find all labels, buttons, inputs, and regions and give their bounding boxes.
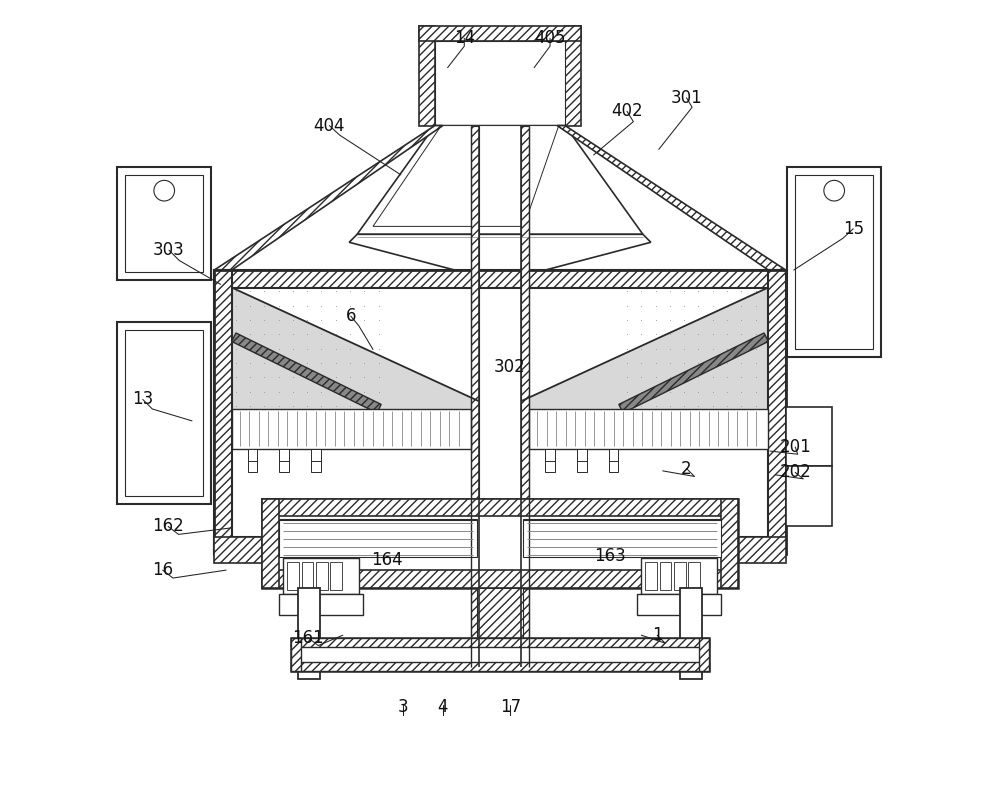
Bar	[214, 537, 786, 563]
Bar	[316, 562, 328, 590]
Bar	[311, 449, 321, 472]
Bar	[287, 562, 299, 590]
Text: 17: 17	[500, 697, 521, 716]
Bar	[609, 449, 618, 472]
Text: 13: 13	[132, 390, 153, 408]
Bar	[523, 518, 721, 556]
Bar	[786, 407, 832, 466]
Bar	[660, 562, 671, 590]
Bar	[688, 562, 700, 590]
Bar	[262, 570, 738, 587]
Bar	[787, 167, 881, 357]
Bar	[529, 409, 768, 449]
Bar	[699, 637, 709, 671]
Bar	[117, 167, 211, 279]
Polygon shape	[349, 234, 651, 282]
Bar	[291, 637, 709, 671]
Bar	[577, 449, 587, 472]
Bar	[674, 562, 686, 590]
Bar	[279, 594, 363, 615]
Bar	[125, 330, 203, 497]
Polygon shape	[373, 126, 559, 226]
Bar	[419, 26, 581, 41]
Text: 301: 301	[671, 89, 702, 107]
Bar	[279, 449, 289, 472]
Bar	[283, 558, 359, 594]
Polygon shape	[619, 333, 768, 413]
Bar	[768, 270, 786, 554]
Bar	[232, 409, 471, 449]
Bar	[477, 587, 523, 637]
Bar	[521, 126, 529, 667]
Bar	[214, 270, 232, 554]
Text: 3: 3	[398, 697, 408, 716]
Text: 202: 202	[779, 463, 811, 481]
Bar	[795, 175, 873, 349]
Bar	[262, 499, 738, 516]
Bar	[117, 322, 211, 504]
Text: 2: 2	[681, 459, 692, 478]
Bar	[298, 587, 320, 679]
Text: 404: 404	[314, 117, 345, 134]
Polygon shape	[521, 288, 768, 446]
Text: 201: 201	[779, 438, 811, 456]
Bar	[435, 41, 565, 126]
Bar	[419, 26, 435, 126]
Polygon shape	[557, 126, 786, 270]
Polygon shape	[214, 126, 443, 270]
Bar	[680, 587, 702, 679]
Text: 16: 16	[152, 561, 173, 579]
Bar	[721, 499, 738, 587]
Polygon shape	[357, 126, 643, 234]
Text: 15: 15	[843, 220, 864, 238]
Polygon shape	[232, 288, 479, 446]
Bar	[262, 499, 738, 587]
Bar	[262, 499, 279, 587]
Text: 161: 161	[292, 629, 324, 646]
Text: 162: 162	[152, 518, 184, 535]
Bar	[637, 594, 721, 615]
Text: 14: 14	[454, 29, 475, 47]
Bar	[214, 270, 786, 554]
Bar	[214, 270, 786, 288]
Bar	[786, 466, 832, 526]
Text: 163: 163	[594, 547, 625, 565]
Bar	[214, 537, 786, 554]
Bar	[545, 449, 555, 472]
Circle shape	[154, 181, 175, 201]
Text: 405: 405	[534, 29, 566, 47]
Bar	[641, 558, 717, 594]
Bar	[125, 175, 203, 271]
Bar	[291, 637, 301, 671]
Bar	[565, 26, 581, 126]
Bar	[645, 562, 657, 590]
Text: 6: 6	[346, 307, 356, 325]
Text: 402: 402	[611, 102, 643, 121]
Circle shape	[824, 181, 845, 201]
Text: 4: 4	[438, 697, 448, 716]
Bar	[330, 562, 342, 590]
Text: 302: 302	[494, 358, 525, 376]
Bar	[302, 562, 313, 590]
Bar	[471, 126, 479, 667]
Text: 1: 1	[652, 626, 662, 644]
Text: 303: 303	[153, 241, 185, 259]
Text: 164: 164	[371, 551, 403, 569]
Bar	[291, 662, 709, 671]
Bar	[291, 637, 709, 647]
Bar	[248, 449, 257, 472]
Bar	[279, 518, 477, 556]
Polygon shape	[232, 333, 381, 413]
